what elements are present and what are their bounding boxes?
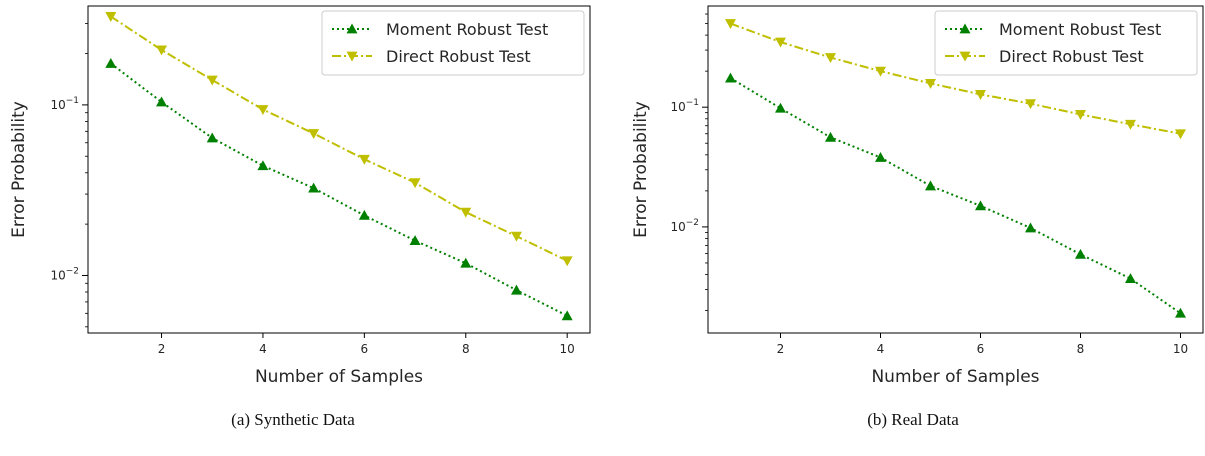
legend: Moment Robust Test Direct Robust Test bbox=[321, 10, 585, 76]
series-line bbox=[110, 15, 568, 262]
data-point bbox=[510, 284, 522, 295]
data-point bbox=[206, 132, 218, 143]
data-point bbox=[825, 131, 836, 142]
data-point bbox=[725, 19, 736, 29]
data-point bbox=[875, 66, 886, 77]
data-point bbox=[975, 89, 986, 100]
legend-marker bbox=[959, 51, 971, 62]
data-point bbox=[775, 102, 786, 113]
chart-panel-1: 2 4 6 8 10 10−2 10−1 Number of Samples Error Pro… bbox=[9, 5, 591, 387]
data-point bbox=[1075, 248, 1086, 259]
x-tick-label: 8 bbox=[1077, 342, 1085, 356]
data-point bbox=[358, 154, 370, 165]
x-tick-label: 4 bbox=[259, 342, 267, 356]
x-tick-label: 10 bbox=[1173, 342, 1188, 356]
data-point bbox=[561, 256, 573, 267]
data-point bbox=[409, 178, 421, 189]
legend-marker bbox=[346, 51, 358, 62]
x-axis-label: Number of Samples bbox=[255, 367, 423, 387]
caption-synthetic-data: (a) Synthetic Data bbox=[231, 410, 355, 429]
series-line bbox=[729, 77, 1182, 315]
data-point bbox=[925, 180, 936, 191]
y-axis-label: Error Probability bbox=[9, 101, 29, 238]
data-point bbox=[358, 209, 370, 220]
x-tick-label: 2 bbox=[777, 342, 785, 356]
legend-label: Moment Robust Test bbox=[386, 20, 548, 39]
data-point bbox=[1175, 129, 1186, 140]
data-point bbox=[460, 207, 472, 218]
data-point bbox=[105, 12, 117, 22]
series-direct-robust-test bbox=[725, 19, 1186, 140]
legend-frame bbox=[321, 10, 585, 76]
data-point bbox=[725, 72, 736, 83]
data-point bbox=[156, 96, 168, 107]
data-point bbox=[257, 105, 269, 115]
x-tick-label: 10 bbox=[560, 342, 575, 356]
data-point bbox=[308, 129, 320, 139]
plot-frame bbox=[87, 5, 591, 334]
data-point bbox=[1025, 99, 1036, 110]
data-point bbox=[308, 182, 320, 193]
data-point bbox=[206, 75, 218, 86]
y-axis-label: Error Probability bbox=[631, 101, 651, 238]
x-tick-label: 4 bbox=[877, 342, 885, 356]
series-moment-robust-test bbox=[725, 72, 1186, 318]
data-point bbox=[1075, 110, 1086, 120]
legend-label: Direct Robust Test bbox=[999, 47, 1144, 66]
series-line bbox=[110, 62, 568, 317]
data-point bbox=[1125, 119, 1136, 130]
chart-panel-2: 2 4 6 8 10 10−2 10−1 Number of Samples Error Pro… bbox=[631, 5, 1204, 387]
data-point bbox=[975, 200, 986, 211]
series-moment-robust-test bbox=[105, 57, 573, 321]
data-point bbox=[775, 37, 786, 48]
data-point bbox=[1175, 307, 1186, 318]
y-tick-label: 10−1 bbox=[50, 96, 79, 112]
data-point bbox=[105, 57, 117, 68]
data-point bbox=[825, 53, 836, 63]
legend-label: Direct Robust Test bbox=[386, 47, 531, 66]
y-tick-label: 10−2 bbox=[670, 218, 699, 234]
x-tick-label: 6 bbox=[977, 342, 985, 356]
data-point bbox=[156, 45, 168, 56]
y-tick-label: 10−1 bbox=[670, 98, 699, 114]
x-tick-label: 6 bbox=[361, 342, 369, 356]
x-tick-label: 2 bbox=[158, 342, 166, 356]
legend-marker bbox=[959, 23, 971, 34]
data-point bbox=[925, 78, 936, 89]
legend-frame bbox=[934, 10, 1198, 76]
data-point bbox=[1125, 273, 1136, 284]
data-point bbox=[1025, 222, 1036, 233]
data-point bbox=[460, 257, 472, 268]
x-tick-label: 8 bbox=[462, 342, 470, 356]
legend-marker bbox=[346, 23, 358, 34]
data-point bbox=[875, 151, 886, 162]
data-point bbox=[257, 160, 269, 171]
series-line bbox=[730, 22, 1181, 135]
data-point bbox=[409, 235, 421, 246]
series-direct-robust-test bbox=[105, 12, 573, 267]
data-point bbox=[510, 231, 522, 242]
y-tick-label: 10−2 bbox=[50, 266, 79, 282]
legend: Moment Robust Test Direct Robust Test bbox=[934, 10, 1198, 76]
x-axis-label: Number of Samples bbox=[871, 367, 1039, 387]
legend-label: Moment Robust Test bbox=[999, 20, 1161, 39]
caption-real-data: (b) Real Data bbox=[867, 410, 959, 429]
data-point bbox=[561, 310, 573, 321]
